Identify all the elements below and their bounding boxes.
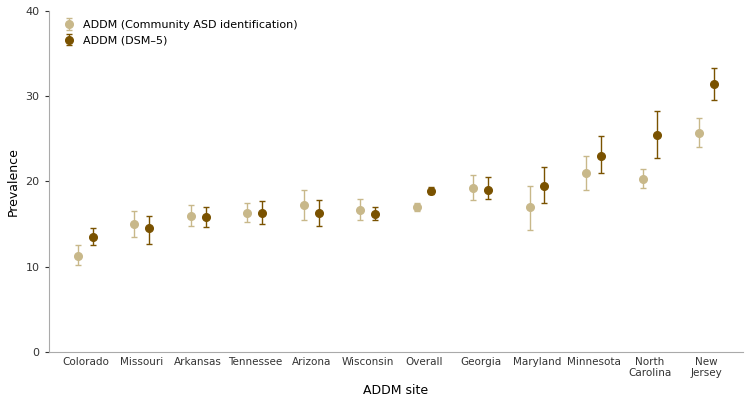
Y-axis label: Prevalence: Prevalence — [7, 147, 20, 216]
Legend: ADDM (Community ASD identification), ADDM (DSM–5): ADDM (Community ASD identification), ADD… — [62, 20, 298, 46]
X-axis label: ADDM site: ADDM site — [363, 384, 428, 397]
